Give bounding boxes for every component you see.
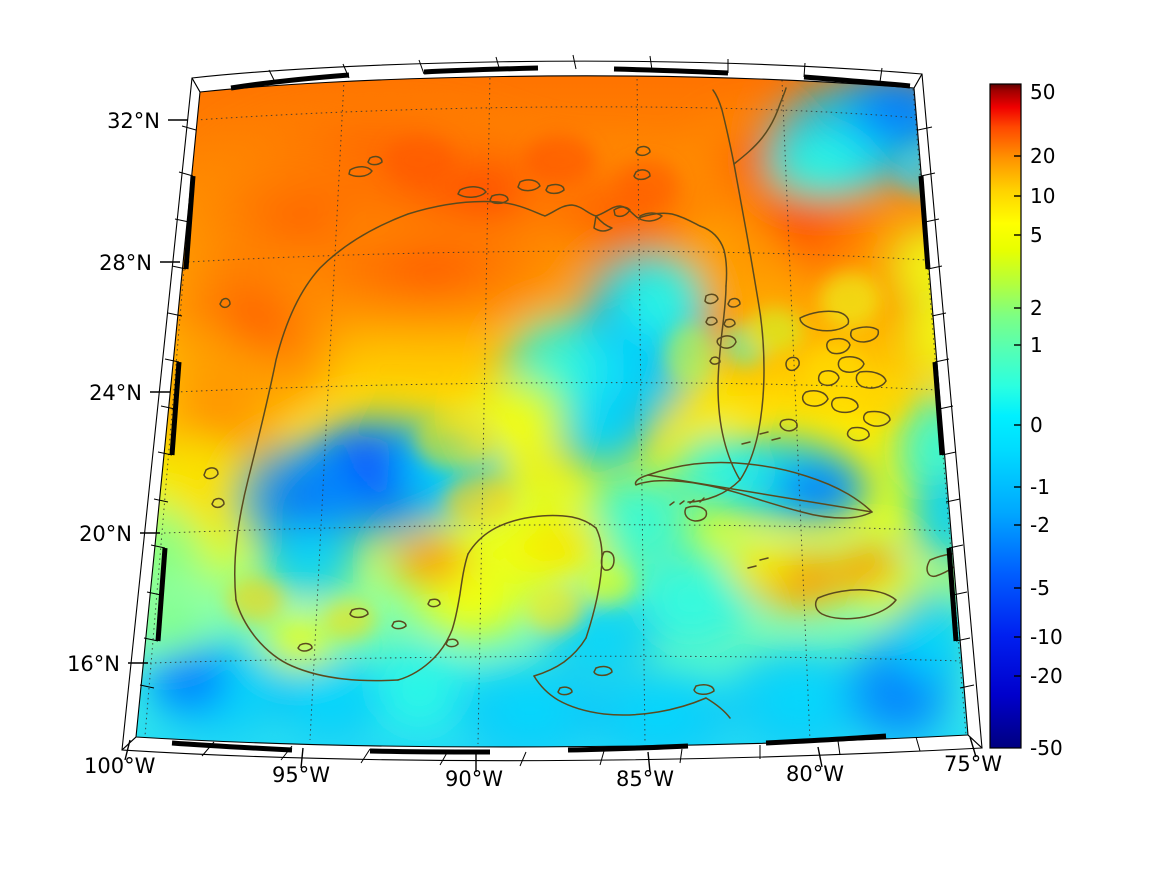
- latitude-tick-labels: 32°N 28°N 24°N 20°N 16°N: [67, 109, 160, 676]
- colorbar-tick-label: -10: [1030, 625, 1063, 649]
- lon-tick-label: 75°W: [944, 752, 1002, 776]
- colorbar-tick-label: -20: [1030, 664, 1063, 688]
- map-data-field: [136, 75, 968, 747]
- colorbar-tick-label: -50: [1030, 736, 1063, 760]
- colorbar-tick-label: 50: [1030, 80, 1055, 104]
- colorbar-tick-label: 10: [1030, 184, 1055, 208]
- latitude-ticks: [128, 119, 188, 664]
- longitude-ticks: [124, 736, 977, 773]
- colorbar-tick-label: 5: [1030, 223, 1043, 247]
- colorbar-tick-label: -5: [1030, 576, 1050, 600]
- colorbar-tick-label: 0: [1030, 413, 1043, 437]
- lon-tick-label: 100°W: [84, 754, 156, 778]
- colorbar-tick-label: -2: [1030, 513, 1050, 537]
- lat-tick-label: 28°N: [99, 251, 152, 275]
- lon-tick-label: 80°W: [786, 762, 844, 786]
- lon-tick-label: 85°W: [616, 767, 674, 791]
- colorbar-outline: [989, 83, 1022, 749]
- longitude-tick-labels: 100°W 95°W 90°W 85°W 80°W 75°W: [84, 752, 1002, 791]
- colorbar-tick-label: 20: [1030, 144, 1055, 168]
- colorbar-tick-label: -1: [1030, 475, 1050, 499]
- colorbar-ticks: [1014, 155, 1021, 677]
- colorbar-tick-label: 1: [1030, 333, 1043, 357]
- lon-tick-label: 90°W: [445, 767, 503, 791]
- lat-tick-label: 24°N: [89, 381, 142, 405]
- colorbar-tick-label: 2: [1030, 296, 1043, 320]
- lon-tick-label: 95°W: [272, 763, 330, 787]
- lat-tick-label: 20°N: [79, 522, 132, 546]
- colorbar[interactable]: 50 20 10 5 2 1 0 -1 -2 -5 -10 -20 -50: [989, 80, 1063, 760]
- lat-tick-label: 16°N: [67, 652, 120, 676]
- lat-tick-label: 32°N: [107, 109, 160, 133]
- colorbar-gradient: [990, 84, 1021, 748]
- map-border: [121, 54, 983, 767]
- colorbar-tick-labels: 50 20 10 5 2 1 0 -1 -2 -5 -10 -20 -50: [1030, 80, 1063, 760]
- map-coastlines: [203, 87, 968, 719]
